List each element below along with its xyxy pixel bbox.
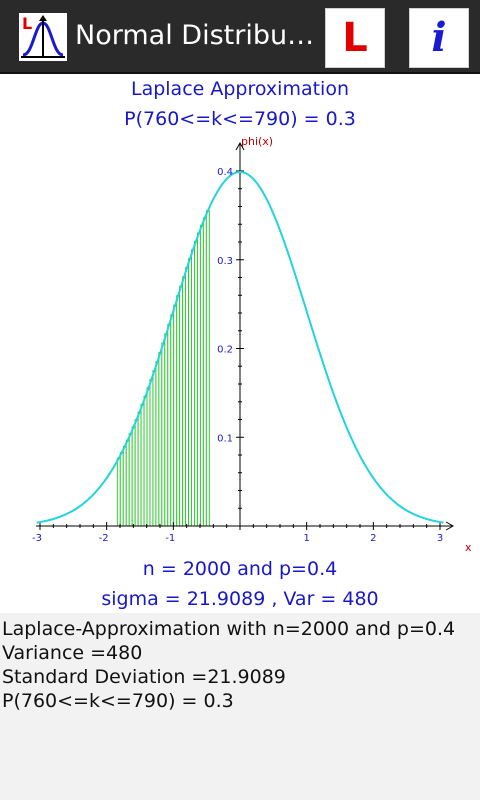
results-panel: Laplace-Approximation with n=2000 and p=…	[0, 613, 480, 800]
normal-distribution-plot: -3 -2 -1 1 2 3 0.1 0.2 0.3 0.4 phi(x) x	[32, 136, 472, 554]
sigma-variance-line: sigma = 21.9089 , Var = 480	[101, 588, 379, 610]
app-logo-icon[interactable]: L	[19, 13, 67, 61]
x-axis-label: x	[465, 541, 472, 554]
x-tick-label: -2	[99, 533, 109, 544]
x-tick-label: -1	[165, 533, 175, 544]
y-tick-label: 0.4	[217, 167, 233, 178]
x-tick-label: 2	[370, 533, 376, 544]
bell-curve-logo: L	[21, 14, 65, 58]
action-bar: L Normal Distribu… L i	[0, 0, 480, 74]
chart-title: Laplace Approximation	[130, 78, 349, 100]
parameters-line: n = 2000 and p=0.4	[142, 558, 338, 580]
result-variance: Variance =480	[2, 642, 143, 664]
app-title: Normal Distribu…	[75, 20, 315, 51]
y-tick-label: 0.3	[217, 256, 233, 267]
bars-group	[116, 210, 210, 527]
info-icon: i	[431, 14, 447, 61]
app-logo-letter: L	[22, 14, 32, 33]
result-probability: P(760<=k<=790) = 0.3	[2, 690, 234, 712]
laplace-button[interactable]: L	[325, 8, 385, 68]
x-axis-arrow	[445, 521, 455, 531]
axes-group	[36, 141, 455, 531]
y-axis-arrow	[235, 141, 245, 151]
info-button[interactable]: i	[409, 8, 469, 68]
tick-labels-group: -3 -2 -1 1 2 3 0.1 0.2 0.3 0.4	[32, 167, 443, 544]
x-tick-label: 3	[437, 533, 443, 544]
y-axis-label: phi(x)	[241, 136, 273, 148]
y-tick-label: 0.1	[217, 433, 233, 444]
laplace-button-label: L	[342, 15, 368, 61]
probability-heading: P(760<=k<=790) = 0.3	[124, 108, 356, 130]
density-curve	[36, 170, 444, 524]
result-std-dev: Standard Deviation =21.9089	[2, 666, 286, 688]
y-tick-label: 0.2	[217, 345, 233, 356]
histogram-bar	[205, 210, 210, 527]
x-tick-label: 1	[303, 533, 309, 544]
x-tick-label: -3	[32, 533, 42, 544]
result-summary: Laplace-Approximation with n=2000 and p=…	[2, 618, 456, 640]
